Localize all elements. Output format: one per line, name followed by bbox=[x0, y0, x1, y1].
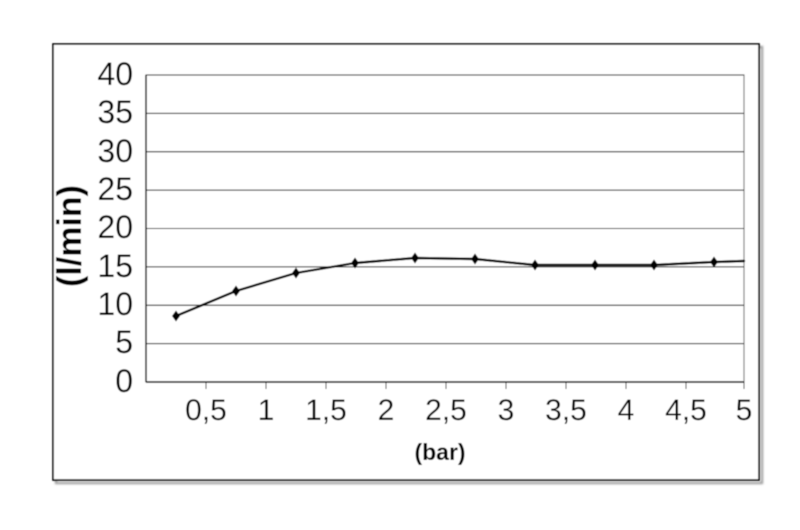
svg-text:35: 35 bbox=[97, 94, 133, 130]
svg-text:2,5: 2,5 bbox=[425, 394, 467, 427]
svg-text:3,5: 3,5 bbox=[545, 394, 587, 427]
svg-text:4: 4 bbox=[618, 394, 635, 427]
svg-text:(l/min): (l/min) bbox=[51, 185, 89, 287]
svg-text:1,5: 1,5 bbox=[305, 394, 347, 427]
svg-text:15: 15 bbox=[97, 248, 133, 284]
svg-text:0,5: 0,5 bbox=[185, 394, 227, 427]
svg-text:5: 5 bbox=[115, 324, 133, 360]
svg-text:20: 20 bbox=[97, 209, 133, 245]
svg-text:25: 25 bbox=[97, 171, 133, 207]
svg-text:1: 1 bbox=[258, 394, 275, 427]
svg-text:10: 10 bbox=[97, 286, 133, 322]
svg-text:4,5: 4,5 bbox=[665, 394, 707, 427]
svg-text:3: 3 bbox=[498, 394, 515, 427]
svg-text:0: 0 bbox=[115, 363, 133, 399]
svg-text:2: 2 bbox=[378, 394, 395, 427]
svg-text:30: 30 bbox=[97, 133, 133, 169]
svg-text:(bar): (bar) bbox=[414, 439, 465, 465]
svg-text:40: 40 bbox=[97, 56, 133, 92]
svg-text:5: 5 bbox=[736, 394, 753, 427]
